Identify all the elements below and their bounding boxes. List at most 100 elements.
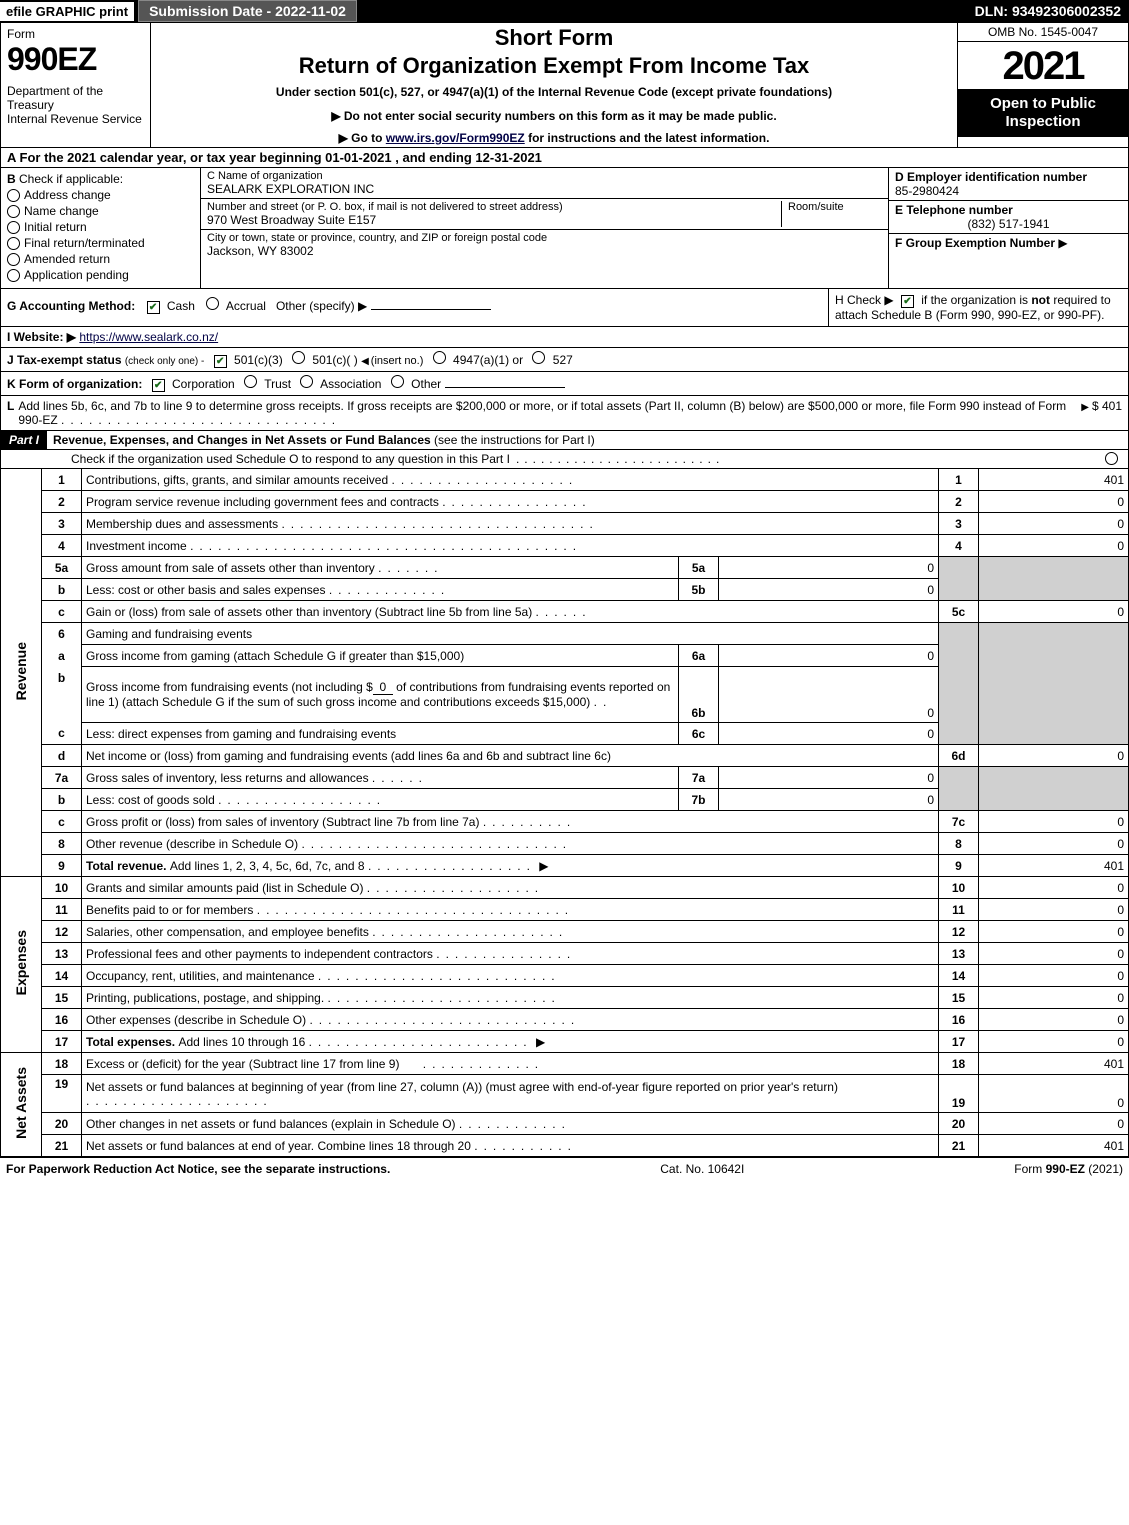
result-num: 11 bbox=[939, 899, 979, 921]
result-num: 6d bbox=[939, 745, 979, 767]
line-num: 3 bbox=[42, 513, 82, 535]
chk-name-change[interactable]: Name change bbox=[7, 204, 194, 218]
result-num: 12 bbox=[939, 921, 979, 943]
chk-501c3[interactable] bbox=[214, 355, 227, 368]
efile-print-label[interactable]: efile GRAPHIC print bbox=[0, 2, 134, 21]
line-num: 14 bbox=[42, 965, 82, 987]
result-num: 5c bbox=[939, 601, 979, 623]
result-val: 0 bbox=[979, 513, 1129, 535]
chk-address-change[interactable]: Address change bbox=[7, 188, 194, 202]
chk-initial-return[interactable]: Initial return bbox=[7, 220, 194, 234]
website-label: I Website: ▶ bbox=[7, 330, 76, 344]
checkbox-icon[interactable] bbox=[7, 205, 20, 218]
opt-trust: Trust bbox=[264, 377, 291, 391]
line-desc: Grants and similar amounts paid (list in… bbox=[82, 877, 939, 899]
arrow-icon: ▶ bbox=[1058, 236, 1067, 250]
catalog-number: Cat. No. 10642I bbox=[390, 1162, 1014, 1176]
table-row: 3 Membership dues and assessments ......… bbox=[1, 513, 1129, 535]
line-desc: Total expenses. Add lines 10 through 16 … bbox=[82, 1031, 939, 1053]
arrow-left-icon bbox=[361, 353, 371, 367]
chk-4947[interactable] bbox=[433, 351, 446, 364]
result-val: 401 bbox=[979, 469, 1129, 491]
arrow-icon bbox=[1081, 399, 1092, 427]
paperwork-notice: For Paperwork Reduction Act Notice, see … bbox=[6, 1162, 390, 1176]
line-num: c bbox=[42, 601, 82, 623]
section-k-form-of-org: K Form of organization: Corporation Trus… bbox=[0, 372, 1129, 396]
line-desc: Net assets or fund balances at beginning… bbox=[82, 1075, 939, 1113]
other-specify-input[interactable] bbox=[371, 309, 491, 310]
chk-amended-return[interactable]: Amended return bbox=[7, 252, 194, 266]
opt-other-org: Other bbox=[411, 377, 441, 391]
checkbox-icon[interactable] bbox=[7, 253, 20, 266]
line-num: 7a bbox=[42, 767, 82, 789]
line-desc: Investment income ......................… bbox=[82, 535, 939, 557]
table-row: Revenue 1 Contributions, gifts, grants, … bbox=[1, 469, 1129, 491]
line-num: 5a bbox=[42, 557, 82, 579]
chk-label: Amended return bbox=[24, 252, 110, 266]
chk-trust[interactable] bbox=[244, 375, 257, 388]
result-val: 0 bbox=[979, 1075, 1129, 1113]
line-num: c bbox=[42, 723, 82, 745]
result-val: 0 bbox=[979, 943, 1129, 965]
sub-val: 0 bbox=[719, 579, 939, 601]
result-num: 15 bbox=[939, 987, 979, 1009]
other-org-input[interactable] bbox=[445, 387, 565, 388]
go-to-text: ▶ Go to www.irs.gov/Form990EZ for instru… bbox=[157, 131, 951, 145]
line-num: 2 bbox=[42, 491, 82, 513]
chk-schedule-b-not-required[interactable] bbox=[901, 295, 914, 308]
go-to-prefix: ▶ Go to bbox=[339, 131, 386, 145]
checkbox-icon[interactable] bbox=[7, 237, 20, 250]
result-val: 0 bbox=[979, 491, 1129, 513]
return-of-title: Return of Organization Exempt From Incom… bbox=[157, 53, 951, 79]
org-name-value: SEALARK EXPLORATION INC bbox=[207, 182, 882, 196]
table-row: 19 Net assets or fund balances at beginn… bbox=[1, 1075, 1129, 1113]
revenue-vertical-label: Revenue bbox=[1, 469, 42, 877]
result-val: 0 bbox=[979, 877, 1129, 899]
group-exemption-row: F Group Exemption Number ▶ bbox=[889, 234, 1128, 288]
line-desc: Other expenses (describe in Schedule O) … bbox=[82, 1009, 939, 1031]
city-value: Jackson, WY 83002 bbox=[207, 244, 882, 258]
group-exemption-label: F Group Exemption Number bbox=[895, 236, 1055, 250]
line-desc: Salaries, other compensation, and employ… bbox=[82, 921, 939, 943]
line-num: 13 bbox=[42, 943, 82, 965]
top-bar: efile GRAPHIC print Submission Date - 20… bbox=[0, 0, 1129, 22]
sub-val: 0 bbox=[719, 789, 939, 811]
line-a-tax-year: A For the 2021 calendar year, or tax yea… bbox=[0, 148, 1129, 168]
table-row: c Gross profit or (loss) from sales of i… bbox=[1, 811, 1129, 833]
other-specify-label: Other (specify) ▶ bbox=[276, 299, 367, 313]
website-link[interactable]: https://www.sealark.co.nz/ bbox=[79, 330, 218, 344]
chk-corporation[interactable] bbox=[152, 379, 165, 392]
chk-association[interactable] bbox=[300, 375, 313, 388]
chk-accrual[interactable] bbox=[206, 297, 219, 310]
city-label: City or town, state or province, country… bbox=[207, 232, 882, 244]
opt-corporation: Corporation bbox=[172, 377, 235, 391]
table-row: 13 Professional fees and other payments … bbox=[1, 943, 1129, 965]
checkbox-icon[interactable] bbox=[7, 221, 20, 234]
org-name-row: C Name of organization SEALARK EXPLORATI… bbox=[201, 168, 888, 199]
accounting-method-label: G Accounting Method: bbox=[7, 299, 135, 313]
chk-501c[interactable] bbox=[292, 351, 305, 364]
checkbox-icon[interactable] bbox=[7, 269, 20, 282]
ein-value: 85-2980424 bbox=[895, 184, 1122, 198]
street-value: 970 West Broadway Suite E157 bbox=[207, 213, 775, 227]
chk-cash[interactable] bbox=[147, 301, 160, 314]
chk-other-org[interactable] bbox=[391, 375, 404, 388]
chk-527[interactable] bbox=[532, 351, 545, 364]
go-to-link[interactable]: www.irs.gov/Form990EZ bbox=[386, 131, 525, 145]
chk-application-pending[interactable]: Application pending bbox=[7, 268, 194, 282]
sub-val: 0 bbox=[719, 667, 939, 723]
checkbox-icon[interactable] bbox=[7, 189, 20, 202]
chk-schedule-o-part1[interactable] bbox=[1105, 452, 1118, 465]
page-footer: For Paperwork Reduction Act Notice, see … bbox=[0, 1157, 1129, 1180]
result-num: 2 bbox=[939, 491, 979, 513]
form-number: 990EZ bbox=[7, 41, 144, 78]
part-1-check-o-row: Check if the organization used Schedule … bbox=[0, 450, 1129, 468]
line-desc: Less: cost or other basis and sales expe… bbox=[82, 579, 679, 601]
line-num: 21 bbox=[42, 1135, 82, 1157]
fundraising-amount-input[interactable]: 0 bbox=[373, 680, 393, 695]
chk-final-return[interactable]: Final return/terminated bbox=[7, 236, 194, 250]
result-num: 16 bbox=[939, 1009, 979, 1031]
result-val: 0 bbox=[979, 745, 1129, 767]
form-of-org-label: K Form of organization: bbox=[7, 377, 142, 391]
table-row: d Net income or (loss) from gaming and f… bbox=[1, 745, 1129, 767]
